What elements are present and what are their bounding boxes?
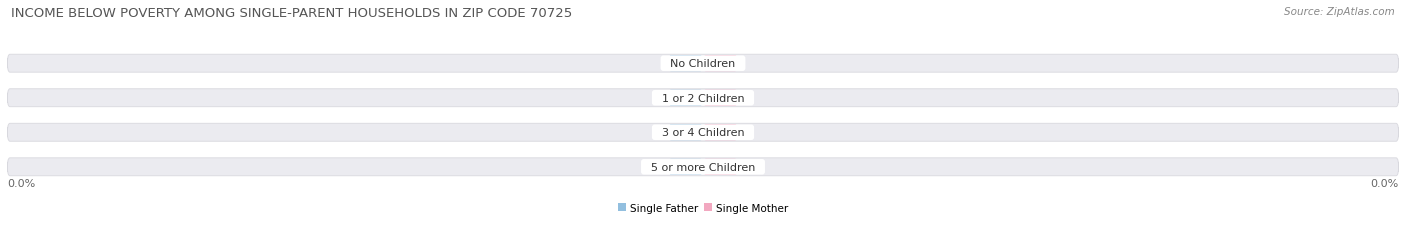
Text: 0.0%: 0.0% [672,162,699,172]
Text: 1 or 2 Children: 1 or 2 Children [655,93,751,103]
FancyBboxPatch shape [703,90,738,106]
FancyBboxPatch shape [7,158,1399,176]
Text: 0.0%: 0.0% [672,93,699,103]
Text: Source: ZipAtlas.com: Source: ZipAtlas.com [1284,7,1395,17]
FancyBboxPatch shape [703,125,738,141]
Text: 3 or 4 Children: 3 or 4 Children [655,128,751,138]
Text: 5 or more Children: 5 or more Children [644,162,762,172]
FancyBboxPatch shape [7,55,1399,73]
FancyBboxPatch shape [703,159,738,175]
FancyBboxPatch shape [668,90,703,106]
Text: No Children: No Children [664,59,742,69]
Text: 0.0%: 0.0% [707,162,734,172]
FancyBboxPatch shape [668,159,703,175]
Legend: Single Father, Single Mother: Single Father, Single Mother [613,198,793,217]
FancyBboxPatch shape [703,56,738,72]
Text: INCOME BELOW POVERTY AMONG SINGLE-PARENT HOUSEHOLDS IN ZIP CODE 70725: INCOME BELOW POVERTY AMONG SINGLE-PARENT… [11,7,572,20]
FancyBboxPatch shape [7,124,1399,142]
Text: 0.0%: 0.0% [7,178,35,188]
FancyBboxPatch shape [668,56,703,72]
Text: 0.0%: 0.0% [1371,178,1399,188]
FancyBboxPatch shape [7,89,1399,107]
Text: 0.0%: 0.0% [707,59,734,69]
Text: 0.0%: 0.0% [672,59,699,69]
Text: 0.0%: 0.0% [707,93,734,103]
FancyBboxPatch shape [668,125,703,141]
Text: 0.0%: 0.0% [707,128,734,138]
Text: 0.0%: 0.0% [672,128,699,138]
